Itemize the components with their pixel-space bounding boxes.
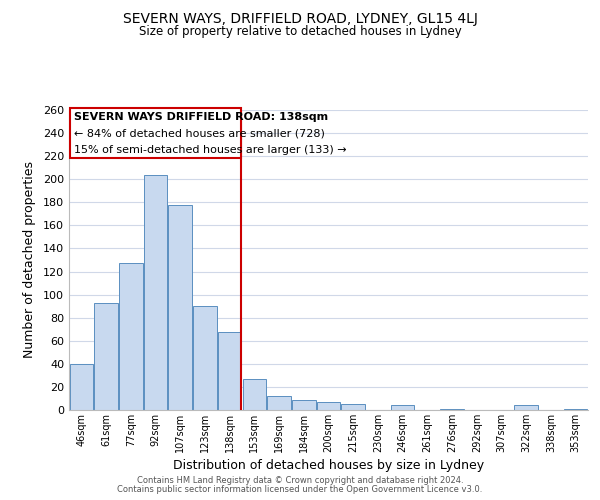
Bar <box>193 306 217 410</box>
Text: SEVERN WAYS, DRIFFIELD ROAD, LYDNEY, GL15 4LJ: SEVERN WAYS, DRIFFIELD ROAD, LYDNEY, GL1… <box>122 12 478 26</box>
Bar <box>242 379 266 410</box>
Bar <box>144 174 167 410</box>
Y-axis label: Number of detached properties: Number of detached properties <box>23 162 36 358</box>
Bar <box>268 396 291 410</box>
Bar <box>119 264 143 410</box>
Text: Size of property relative to detached houses in Lydney: Size of property relative to detached ho… <box>139 25 461 38</box>
Text: Contains HM Land Registry data © Crown copyright and database right 2024.: Contains HM Land Registry data © Crown c… <box>137 476 463 485</box>
Bar <box>391 406 415 410</box>
Text: Contains public sector information licensed under the Open Government Licence v3: Contains public sector information licen… <box>118 485 482 494</box>
Bar <box>70 364 93 410</box>
FancyBboxPatch shape <box>70 108 241 158</box>
Bar <box>292 400 316 410</box>
Bar <box>94 302 118 410</box>
Bar <box>169 204 192 410</box>
Bar <box>218 332 241 410</box>
Bar <box>317 402 340 410</box>
Text: ← 84% of detached houses are smaller (728): ← 84% of detached houses are smaller (72… <box>74 128 325 138</box>
X-axis label: Distribution of detached houses by size in Lydney: Distribution of detached houses by size … <box>173 459 484 472</box>
Bar <box>564 409 587 410</box>
Text: 15% of semi-detached houses are larger (133) →: 15% of semi-detached houses are larger (… <box>74 144 347 154</box>
Bar <box>514 406 538 410</box>
Bar <box>440 409 464 410</box>
Text: SEVERN WAYS DRIFFIELD ROAD: 138sqm: SEVERN WAYS DRIFFIELD ROAD: 138sqm <box>74 112 328 122</box>
Bar <box>341 404 365 410</box>
